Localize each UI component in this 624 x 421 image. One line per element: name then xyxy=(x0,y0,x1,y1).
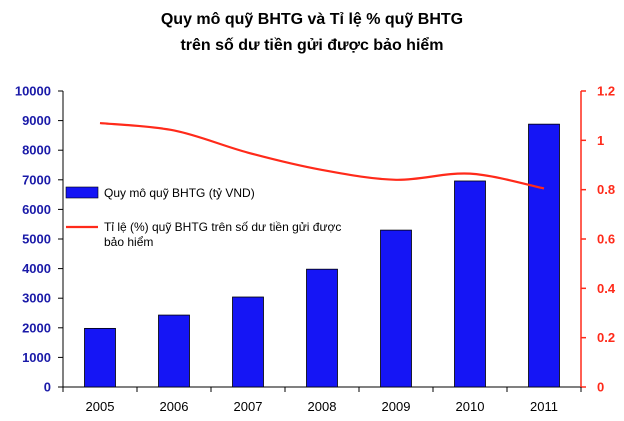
left-tick-label: 9000 xyxy=(22,113,51,128)
x-tick-label: 2007 xyxy=(234,399,263,414)
series-line xyxy=(99,121,545,190)
right-tick-label: 0.4 xyxy=(597,281,616,296)
left-tick-label: 0 xyxy=(44,380,51,395)
left-tick-label: 8000 xyxy=(22,143,51,158)
legend-line-label-1: Tỉ lệ (%) quỹ BHTG trên số dư tiền gửi đ… xyxy=(104,220,341,234)
x-tick-label: 2010 xyxy=(456,399,485,414)
left-tick-label: 3000 xyxy=(22,291,51,306)
left-tick-label: 10000 xyxy=(15,84,51,99)
right-tick-label: 1.2 xyxy=(597,84,615,99)
bar xyxy=(232,296,264,388)
x-tick-label: 2005 xyxy=(86,399,115,414)
bar xyxy=(158,314,190,388)
chart-title-line-1: Quy mô quỹ BHTG và Tỉ lệ % quỹ BHTG xyxy=(161,11,463,28)
bar xyxy=(454,180,486,388)
left-tick-label: 2000 xyxy=(22,320,51,335)
bar xyxy=(84,327,116,388)
bar xyxy=(306,268,338,388)
left-tick-label: 7000 xyxy=(22,172,51,187)
left-tick-label: 1000 xyxy=(22,350,51,365)
right-tick-label: 0 xyxy=(597,380,604,395)
legend-line-label-2: bảo hiểm xyxy=(104,235,153,249)
x-tick-label: 2008 xyxy=(308,399,337,414)
chart-title-line-2: trên số dư tiền gửi được bảo hiểm xyxy=(180,36,443,54)
x-tick-label: 2011 xyxy=(530,399,558,414)
left-tick-label: 4000 xyxy=(22,261,51,276)
left-tick-label: 5000 xyxy=(22,232,51,247)
right-tick-label: 0.6 xyxy=(597,232,615,247)
right-tick-label: 1 xyxy=(597,133,604,148)
legend-bar-label: Quy mô quỹ BHTG (tỷ VND) xyxy=(104,186,255,200)
right-tick-label: 0.2 xyxy=(597,330,615,345)
x-tick-label: 2006 xyxy=(160,399,189,414)
plot-area: 0100020003000400050006000700080009000100… xyxy=(15,84,616,415)
bar xyxy=(528,123,560,388)
right-tick-label: 0.8 xyxy=(597,182,615,197)
legend-bar-swatch xyxy=(65,186,99,199)
left-tick-label: 6000 xyxy=(22,202,51,217)
bar xyxy=(380,229,412,388)
x-tick-label: 2009 xyxy=(382,399,411,414)
